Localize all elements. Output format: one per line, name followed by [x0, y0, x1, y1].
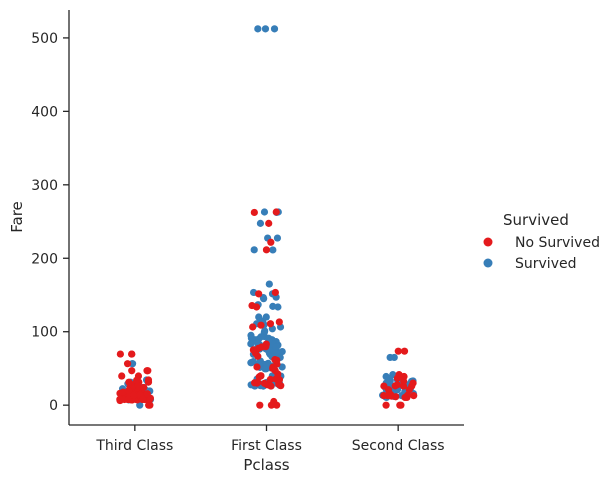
data-point-no-survived [248, 301, 256, 310]
y-tick-label: 300 [31, 178, 58, 194]
data-point-no-survived [256, 401, 264, 409]
data-point-no-survived [380, 382, 388, 390]
data-point-no-survived [266, 320, 275, 328]
data-point-survived [250, 246, 258, 254]
x-axis-title: Pclass [243, 456, 289, 474]
data-point-no-survived [124, 395, 132, 403]
data-point-no-survived [262, 340, 270, 348]
data-point-no-survived [409, 379, 417, 387]
data-point-no-survived [249, 323, 257, 331]
data-point-no-survived [255, 290, 263, 298]
data-point-survived [247, 340, 255, 348]
data-point-no-survived [116, 350, 124, 358]
data-point-no-survived [262, 246, 271, 254]
data-point-no-survived [394, 347, 402, 355]
y-tick-label: 400 [31, 104, 58, 120]
data-point-no-survived [410, 392, 418, 400]
data-point-no-survived [253, 363, 261, 371]
data-point-no-survived [128, 367, 136, 375]
data-point-no-survived [144, 367, 152, 375]
y-tick-label: 200 [31, 251, 58, 267]
data-point-survived [247, 359, 255, 367]
data-point-survived [386, 353, 394, 362]
data-point-no-survived [267, 238, 275, 246]
y-ticks: 0 100 200 300 400 500 [31, 31, 69, 414]
data-point-no-survived [133, 376, 141, 384]
data-point-no-survived [272, 208, 280, 216]
data-point-no-survived [383, 392, 392, 400]
data-point-no-survived [393, 381, 401, 389]
data-point-no-survived [257, 372, 265, 380]
data-point-survived [256, 219, 265, 227]
legend-title: Survived [503, 211, 569, 229]
points-layer [116, 25, 418, 409]
data-point-no-survived [119, 388, 127, 396]
data-point-no-survived [396, 401, 404, 409]
x-tick-label: First Class [231, 438, 302, 454]
data-point-survived [262, 313, 270, 321]
data-point-no-survived [125, 386, 133, 395]
data-point-no-survived [275, 318, 283, 326]
x-tick-label: Third Class [95, 438, 173, 454]
data-point-no-survived [271, 356, 279, 364]
data-point-survived [274, 303, 282, 311]
data-point-no-survived [267, 382, 275, 390]
data-point-no-survived [400, 347, 409, 355]
data-point-no-survived [254, 378, 262, 386]
x-tick-label: Second Class [352, 438, 445, 454]
legend: Survived No Survived Survived [483, 211, 600, 272]
data-point-survived [261, 327, 269, 335]
data-point-no-survived [143, 390, 151, 398]
legend-label-survived: Survived [515, 256, 576, 272]
data-point-no-survived [395, 371, 403, 379]
data-point-survived [265, 280, 273, 288]
data-point-survived [269, 246, 277, 254]
data-point-survived [128, 360, 137, 368]
data-point-survived [257, 333, 265, 341]
data-point-no-survived [271, 288, 279, 297]
data-point-survived [278, 347, 286, 356]
y-tick-label: 500 [31, 31, 58, 47]
data-point-no-survived [146, 401, 154, 409]
data-point-no-survived [382, 401, 390, 409]
data-point-no-survived [260, 379, 269, 387]
data-point-no-survived [265, 219, 273, 227]
legend-label-no-survived: No Survived [515, 235, 600, 251]
data-point-no-survived [116, 395, 124, 403]
y-tick-label: 0 [49, 398, 58, 414]
data-point-no-survived [250, 208, 258, 217]
data-point-survived [260, 295, 268, 303]
data-point-no-survived [270, 397, 278, 406]
y-axis-title: Fare [8, 201, 26, 233]
data-point-survived [261, 25, 270, 33]
data-point-no-survived [123, 360, 132, 368]
data-point-no-survived [257, 321, 265, 329]
data-point-no-survived [140, 383, 148, 392]
data-point-survived [254, 25, 262, 33]
x-ticks: Third Class First Class Second Class [95, 425, 445, 454]
data-point-survived [386, 376, 394, 385]
legend-marker-survived [483, 258, 493, 268]
legend-marker-no-survived [483, 237, 493, 247]
data-point-survived [270, 25, 279, 33]
data-point-survived [260, 208, 269, 216]
data-point-no-survived [138, 395, 147, 404]
y-tick-label: 100 [31, 325, 58, 341]
data-point-no-survived [125, 378, 133, 386]
data-point-survived [273, 234, 282, 242]
data-point-no-survived [128, 350, 136, 358]
data-point-no-survived [266, 375, 274, 384]
data-point-no-survived [130, 391, 138, 399]
data-point-no-survived [144, 376, 153, 384]
data-point-no-survived [118, 372, 126, 380]
data-point-survived [247, 331, 255, 339]
data-point-survived [272, 343, 280, 351]
data-point-no-survived [401, 393, 409, 402]
data-point-no-survived [405, 386, 413, 394]
